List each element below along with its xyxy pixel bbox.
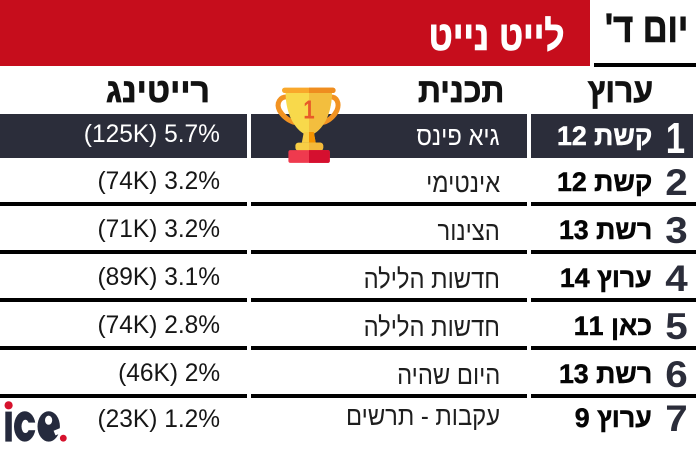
svg-text:1: 1 xyxy=(303,95,314,124)
